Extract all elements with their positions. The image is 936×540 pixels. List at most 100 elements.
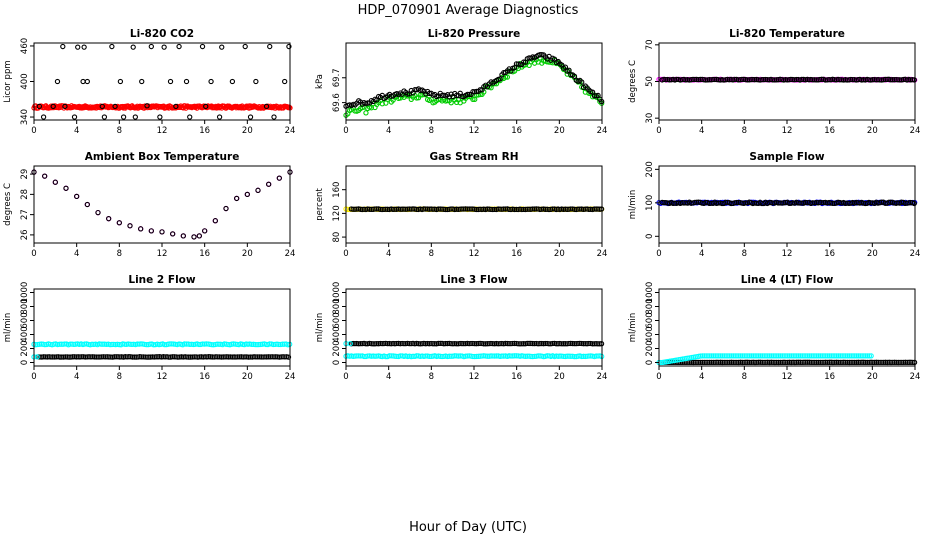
x-tick-label: 24 — [597, 372, 608, 382]
data-point — [772, 353, 778, 359]
data-point — [75, 44, 81, 50]
data-point — [852, 359, 858, 366]
data-point — [57, 354, 63, 360]
data-point — [868, 353, 874, 359]
data-point — [710, 353, 717, 359]
data-point — [560, 353, 567, 360]
data-point — [379, 206, 385, 213]
data-point — [861, 353, 867, 359]
data-point — [546, 341, 552, 347]
data-point — [504, 74, 511, 80]
data-point — [808, 359, 814, 366]
series-black — [659, 199, 917, 207]
data-point — [133, 354, 139, 360]
x-tick-label: 8 — [117, 249, 122, 259]
data-point — [280, 354, 286, 360]
data-point — [741, 353, 747, 359]
panel-gas-stream-rh: Gas Stream RH percent 0 4 8 12 16 20 24 80 120 160 — [315, 151, 607, 259]
data-point — [868, 359, 874, 365]
y-tick-label: 800 — [332, 298, 342, 314]
data-point — [752, 77, 758, 83]
data-point — [203, 103, 209, 110]
data-point — [464, 353, 471, 359]
y-tick-label: 30 — [645, 113, 655, 124]
data-point — [129, 341, 135, 348]
data-point — [733, 199, 740, 206]
data-point — [566, 353, 572, 359]
series-diagnostic — [36, 43, 292, 120]
x-axis: 0 4 8 12 16 20 24 — [31, 366, 295, 382]
data-point — [79, 354, 85, 360]
data-point — [719, 353, 726, 359]
y-tick-label: 0 — [645, 360, 655, 365]
data-point — [495, 341, 501, 347]
data-point — [459, 206, 465, 212]
data-point — [568, 340, 574, 347]
data-point — [392, 341, 398, 347]
data-point — [234, 195, 240, 202]
data-point — [566, 67, 572, 73]
data-point — [153, 354, 159, 360]
y-axis: 0 100 200 — [645, 161, 659, 239]
data-point — [580, 353, 587, 359]
data-point — [37, 354, 43, 360]
data-point — [806, 359, 813, 365]
data-point — [777, 200, 783, 206]
x-tick-label: 4 — [386, 372, 391, 382]
data-point — [386, 353, 393, 359]
data-point — [442, 206, 449, 213]
data-point — [863, 353, 869, 359]
data-point — [74, 193, 80, 200]
y-axis-label: ml/min — [315, 313, 325, 343]
data-point — [111, 354, 118, 360]
y-tick-label: 27 — [20, 209, 30, 220]
series-cyan — [31, 341, 293, 348]
x-tick-label: 12 — [782, 372, 793, 382]
data-point — [106, 216, 112, 222]
data-point — [790, 359, 796, 365]
data-point — [384, 340, 391, 347]
data-point — [788, 359, 794, 366]
data-point — [586, 353, 592, 359]
data-point — [770, 359, 776, 366]
data-point — [757, 353, 764, 359]
y-axis-label: ml/min — [628, 190, 638, 220]
data-point — [368, 341, 374, 347]
x-tick-label: 20 — [554, 249, 565, 259]
y-axis: 80 120 160 — [332, 182, 346, 242]
x-tick-label: 4 — [74, 126, 79, 136]
data-point — [705, 353, 711, 359]
data-point — [229, 354, 235, 360]
data-point — [106, 354, 112, 360]
data-point — [403, 206, 409, 212]
data-point — [162, 354, 168, 360]
data-point — [717, 359, 724, 365]
data-point — [792, 353, 798, 359]
data-point — [148, 43, 154, 50]
data-point — [697, 76, 703, 83]
data-point — [519, 206, 525, 213]
data-point — [855, 353, 862, 359]
data-point — [441, 341, 447, 347]
data-point — [399, 340, 405, 347]
data-point — [759, 76, 765, 83]
data-point — [826, 76, 832, 83]
y-tick-label: 400 — [20, 73, 30, 89]
data-point — [564, 206, 570, 212]
data-point — [374, 340, 380, 347]
x-tick-label: 0 — [656, 126, 661, 136]
data-point — [522, 206, 529, 213]
x-tick-label: 24 — [597, 249, 608, 259]
x-tick-label: 0 — [656, 249, 661, 259]
data-point — [766, 359, 773, 366]
data-point — [890, 359, 896, 365]
x-tick-label: 24 — [597, 126, 608, 136]
data-point — [573, 340, 579, 347]
data-point — [748, 353, 755, 359]
data-point — [73, 354, 79, 360]
data-point — [897, 77, 903, 83]
data-point — [586, 206, 592, 212]
data-point — [269, 354, 275, 360]
panel-title: Line 2 Flow — [128, 274, 195, 286]
data-points — [343, 340, 605, 360]
